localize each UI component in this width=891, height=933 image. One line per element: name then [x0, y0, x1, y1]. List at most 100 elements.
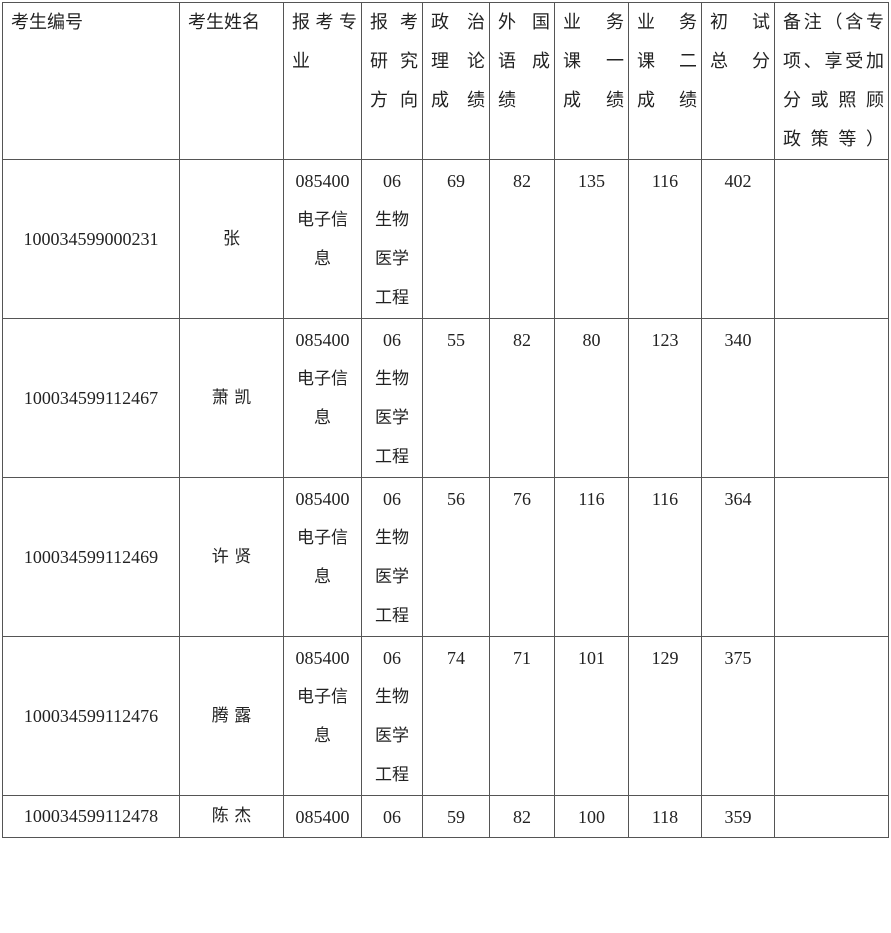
direction: 06 — [361, 795, 423, 838]
direction-line: 生物 — [375, 687, 409, 707]
header-line: 绩 — [498, 90, 516, 111]
candidate-id: 100034599112478 — [2, 795, 180, 838]
direction-line: 医学 — [375, 567, 409, 587]
header-name: 考生姓名 — [179, 2, 284, 160]
score-foreign: 71 — [489, 636, 555, 796]
direction-line: 工程 — [375, 606, 409, 626]
candidate-name: 腾 露 — [179, 636, 284, 796]
header-note: 备注（含专 项、享受加 分或照顾 政策等） — [774, 2, 889, 160]
header-line: 初试 — [710, 12, 770, 33]
major-line: 电子信 — [297, 369, 348, 389]
header-line: 政策等） — [783, 129, 884, 150]
score-course2: 129 — [628, 636, 702, 796]
header-row: 考生编号 考生姓名 报考专业报考 研究 方向 政治 理论 成绩 外国 语成绩业务 课一 成绩 业务 课二成… — [2, 2, 889, 160]
header-line: 课二 — [637, 51, 697, 72]
score-course2: 116 — [628, 477, 702, 637]
header-line: 成绩 — [431, 90, 485, 111]
score-course1: 101 — [554, 636, 629, 796]
score-course2: 116 — [628, 159, 702, 319]
header-total: 初试 总分 — [701, 2, 775, 160]
major: 085400 电子信息 — [283, 159, 362, 319]
score-course1: 80 — [554, 318, 629, 478]
score-total: 364 — [701, 477, 775, 637]
direction-line: 医学 — [375, 249, 409, 269]
direction-line: 生物 — [375, 369, 409, 389]
direction-line: 06 — [383, 648, 401, 668]
major: 085400 — [283, 795, 362, 838]
score-course1: 100 — [554, 795, 629, 838]
score-foreign: 82 — [489, 318, 555, 478]
direction-line: 06 — [383, 330, 401, 350]
score-course1: 135 — [554, 159, 629, 319]
direction-line: 工程 — [375, 765, 409, 785]
note — [774, 477, 889, 637]
score-foreign: 82 — [489, 159, 555, 319]
note — [774, 318, 889, 478]
table-row: 100034599112476 腾 露 085400 电子信息 06 生物医学工程 74 71… — [2, 636, 889, 796]
direction-line: 生物 — [375, 528, 409, 548]
header-line: 成绩 — [637, 90, 697, 111]
table-row: 100034599112478 陈 杰 085400 06 59 82 100 118 359 — [2, 795, 889, 838]
header-line: 业务 — [563, 12, 624, 33]
direction-line: 医学 — [375, 726, 409, 746]
header-line: 备注（含专 — [783, 12, 884, 33]
score-foreign: 76 — [489, 477, 555, 637]
header-politics: 政治 理论 成绩 — [422, 2, 490, 160]
note — [774, 159, 889, 319]
major-line: 息 — [314, 249, 331, 269]
header-line: 理论 — [431, 51, 485, 72]
score-course2: 118 — [628, 795, 702, 838]
admission-score-table: 考生编号 考生姓名 报考专业报考 研究 方向 政治 理论 成绩 外国 语成绩业务 课一 成绩 业务 课二成… — [2, 2, 889, 838]
major-line: 085400 — [295, 489, 350, 509]
header-line: 考生编号 — [11, 12, 83, 33]
direction-line: 06 — [383, 489, 401, 509]
table-row: 100034599112467 萧 凯 085400 电子信息 06 生物医学工程 55 82… — [2, 318, 889, 478]
major-line: 息 — [314, 726, 331, 746]
candidate-name: 张 — [179, 159, 284, 319]
direction-line: 工程 — [375, 288, 409, 308]
major-line: 085400 — [295, 330, 350, 350]
major-line: 电子信 — [297, 528, 348, 548]
header-line: 考生姓名 — [188, 12, 260, 33]
header-line: 方向 — [370, 90, 418, 111]
candidate-id: 100034599112467 — [2, 318, 180, 478]
direction-line: 06 — [383, 171, 401, 191]
header-line: 总分 — [710, 51, 770, 72]
major-line: 085400 — [295, 807, 350, 827]
major: 085400 电子信息 — [283, 477, 362, 637]
score-course1: 116 — [554, 477, 629, 637]
header-line: 项、享受加 — [783, 51, 884, 72]
direction: 06 生物医学工程 — [361, 636, 423, 796]
major-line: 息 — [314, 567, 331, 587]
note — [774, 795, 889, 838]
header-id: 考生编号 — [2, 2, 180, 160]
score-course2: 123 — [628, 318, 702, 478]
score-politics: 55 — [422, 318, 490, 478]
candidate-id: 100034599112476 — [2, 636, 180, 796]
header-direction: 报考 研究 方向 — [361, 2, 423, 160]
header-course1: 业务 课一 成绩 — [554, 2, 629, 160]
major: 085400 电子信息 — [283, 636, 362, 796]
header-line: 报考 — [370, 12, 418, 33]
direction-line: 医学 — [375, 408, 409, 428]
score-politics: 59 — [422, 795, 490, 838]
direction-line: 工程 — [375, 447, 409, 467]
score-total: 402 — [701, 159, 775, 319]
header-line: 语成 — [498, 51, 550, 72]
header-line: 外国 — [498, 12, 550, 33]
major: 085400 电子信息 — [283, 318, 362, 478]
header-foreign: 外国 语成绩 — [489, 2, 555, 160]
major-line: 085400 — [295, 648, 350, 668]
score-foreign: 82 — [489, 795, 555, 838]
major-line: 息 — [314, 408, 331, 428]
score-politics: 69 — [422, 159, 490, 319]
candidate-id: 100034599112469 — [2, 477, 180, 637]
header-course2: 业务 课二 成绩 — [628, 2, 702, 160]
note — [774, 636, 889, 796]
header-line: 课一 — [563, 51, 624, 72]
candidate-name: 萧 凯 — [179, 318, 284, 478]
score-politics: 74 — [422, 636, 490, 796]
score-politics: 56 — [422, 477, 490, 637]
header-line: 业务 — [637, 12, 697, 33]
score-total: 340 — [701, 318, 775, 478]
